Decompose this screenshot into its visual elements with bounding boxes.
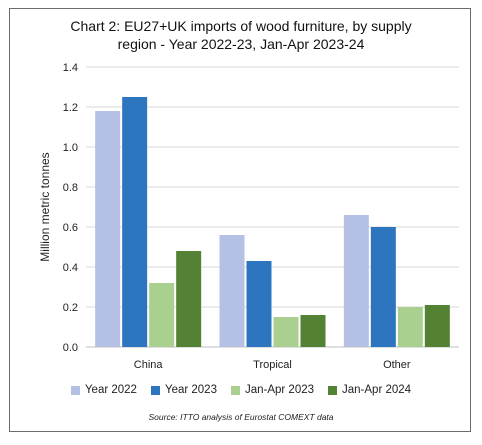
bar-other-year-2022 bbox=[343, 215, 369, 347]
bars bbox=[95, 97, 450, 347]
bar-chart: 0.0 0.2 0.4 0.6 0.8 1.0 1.2 1.4 China Tropical Ot… bbox=[38, 62, 459, 371]
y-tick-label: 1.4 bbox=[63, 62, 78, 74]
x-axis-ticks: China Tropical Other bbox=[134, 359, 411, 371]
y-tick-label: 1.0 bbox=[63, 142, 78, 154]
bar-tropical-year-2023 bbox=[246, 261, 272, 347]
legend-label: Jan-Apr 2023 bbox=[244, 384, 315, 396]
bar-other-jan-apr-2023 bbox=[397, 307, 423, 347]
legend-label: Jan-Apr 2024 bbox=[342, 384, 412, 396]
bar-tropical-jan-apr-2023 bbox=[273, 317, 299, 347]
bar-china-jan-apr-2024 bbox=[176, 251, 202, 347]
legend-item: Year 2022 bbox=[70, 384, 137, 396]
bar-tropical-year-2022 bbox=[219, 235, 245, 347]
y-tick-label: 0.8 bbox=[63, 182, 78, 194]
chart-title-line-2: region - Year 2022-23, Jan-Apr 2023-24 bbox=[117, 36, 365, 52]
source-note: Source: ITTO analysis of Eurostat COMEXT… bbox=[148, 412, 334, 422]
legend-item: Year 2023 bbox=[150, 384, 217, 396]
bar-other-year-2023 bbox=[370, 227, 396, 347]
y-axis-ticks: 0.0 0.2 0.4 0.6 0.8 1.0 1.2 1.4 bbox=[63, 62, 78, 354]
y-tick-label: 0.6 bbox=[63, 222, 78, 234]
legend-swatch bbox=[150, 385, 160, 395]
chart-frame bbox=[9, 8, 471, 432]
legend-item: Jan-Apr 2023 bbox=[230, 384, 315, 396]
legend-swatch bbox=[328, 385, 338, 395]
bar-china-year-2022 bbox=[95, 111, 121, 347]
legend-label: Year 2022 bbox=[84, 384, 137, 396]
y-tick-label: 0.2 bbox=[63, 302, 78, 314]
x-tick-label: Tropical bbox=[253, 359, 292, 371]
gridlines bbox=[86, 66, 459, 348]
x-tick-label: Other bbox=[383, 359, 411, 371]
bar-tropical-jan-apr-2024 bbox=[300, 315, 326, 347]
chart-title: Chart 2: EU27+UK imports of wood furnitu… bbox=[0, 17, 482, 53]
y-tick-label: 0.4 bbox=[63, 262, 78, 274]
bar-other-jan-apr-2024 bbox=[424, 305, 450, 347]
bar-china-year-2023 bbox=[122, 97, 148, 347]
x-tick-label: China bbox=[134, 359, 164, 371]
y-axis-label: Million metric tonnes bbox=[38, 152, 52, 261]
chart-title-line-1: Chart 2: EU27+UK imports of wood furnitu… bbox=[70, 18, 412, 34]
legend-swatch bbox=[230, 385, 240, 395]
legend-item: Jan-Apr 2024 bbox=[328, 384, 411, 396]
y-tick-label: 0.0 bbox=[63, 342, 78, 354]
y-tick-label: 1.2 bbox=[63, 102, 78, 114]
legend: Year 2022 Year 2023 Jan-Apr 2023 Jan-Apr 20… bbox=[0, 384, 482, 396]
legend-swatch bbox=[70, 385, 80, 395]
legend-label: Year 2023 bbox=[164, 384, 217, 396]
bar-china-jan-apr-2023 bbox=[149, 283, 175, 347]
